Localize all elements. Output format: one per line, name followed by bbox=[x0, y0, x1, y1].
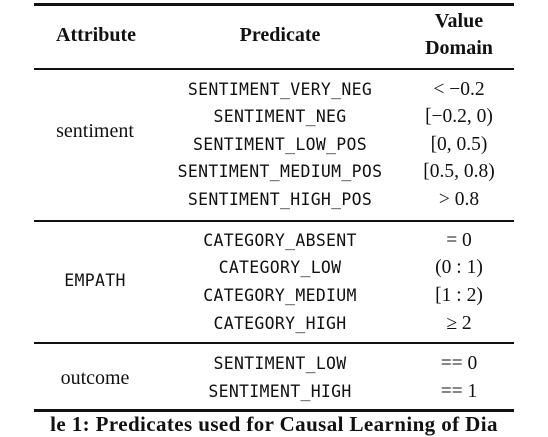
attribute-empath: EMPATH bbox=[64, 271, 126, 290]
table-caption: le 1: Predicates used for Causal Learnin… bbox=[50, 412, 498, 436]
predicate-cell: SENTIMENT_NEG bbox=[213, 107, 347, 126]
value-domain-cell: == 1 bbox=[440, 381, 478, 402]
value-domain-cell: [0, 0.5) bbox=[430, 134, 488, 155]
predicate-cell: SENTIMENT_LOW_POS bbox=[193, 135, 367, 154]
attribute-sentiment: sentiment bbox=[56, 120, 134, 142]
value-domain-cell: == 0 bbox=[440, 353, 478, 374]
group-rule bbox=[34, 342, 514, 344]
attribute-outcome: outcome bbox=[60, 367, 130, 389]
group-rule bbox=[34, 220, 514, 222]
value-domain-cell: (0 : 1) bbox=[435, 257, 483, 278]
predicate-cell: SENTIMENT_LOW bbox=[213, 354, 347, 373]
header-value-domain-line1: Value bbox=[434, 10, 484, 32]
value-domain-cell: [0.5, 0.8) bbox=[423, 161, 495, 182]
predicate-cell: SENTIMENT_HIGH bbox=[208, 382, 352, 401]
value-domain-cell: > 0.8 bbox=[438, 189, 480, 210]
header-attribute: Attribute bbox=[56, 24, 136, 46]
predicate-cell: CATEGORY_ABSENT bbox=[203, 231, 357, 250]
value-domain-cell: [−0.2, 0) bbox=[425, 106, 493, 127]
header-value-domain-line2: Domain bbox=[425, 37, 493, 59]
value-domain-cell: = 0 bbox=[446, 230, 472, 251]
predicate-cell: SENTIMENT_VERY_NEG bbox=[187, 80, 373, 99]
header-rule bbox=[34, 68, 514, 70]
table-bottom-rule bbox=[34, 409, 514, 412]
predicate-cell: CATEGORY_MEDIUM bbox=[203, 286, 357, 305]
predicate-cell: SENTIMENT_MEDIUM_POS bbox=[177, 162, 383, 181]
predicate-cell: CATEGORY_HIGH bbox=[213, 314, 347, 333]
value-domain-cell: < −0.2 bbox=[433, 79, 485, 100]
value-domain-cell: ≥ 2 bbox=[446, 313, 472, 334]
predicate-cell: CATEGORY_LOW bbox=[218, 258, 342, 277]
predicate-cell: SENTIMENT_HIGH_POS bbox=[187, 190, 373, 209]
value-domain-cell: [1 : 2) bbox=[435, 285, 483, 306]
table-top-rule bbox=[34, 3, 514, 6]
header-predicate: Predicate bbox=[239, 24, 321, 46]
